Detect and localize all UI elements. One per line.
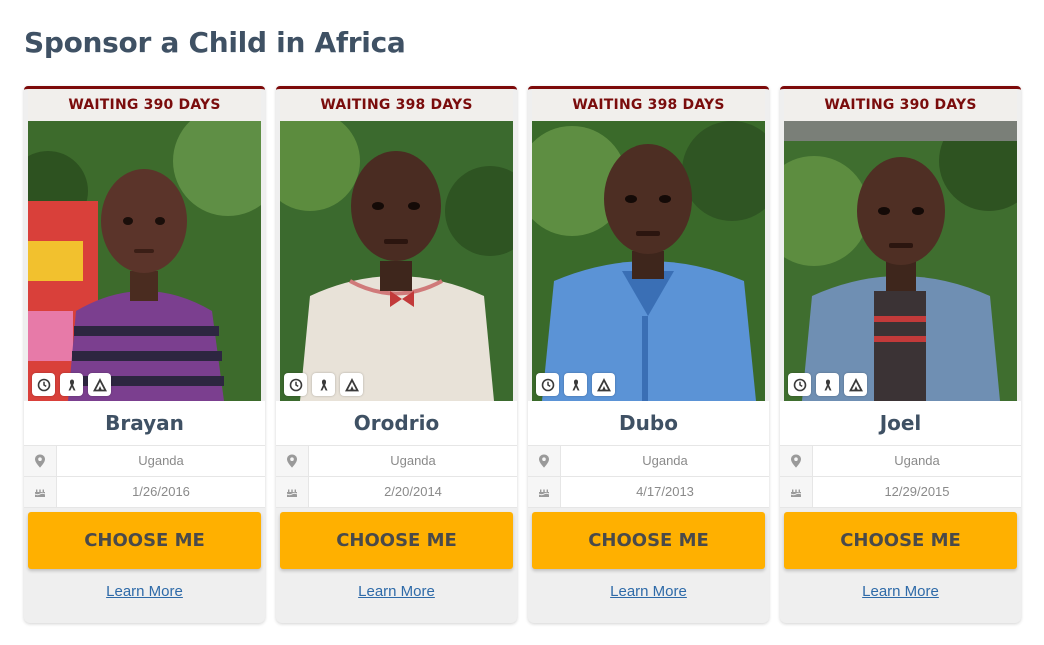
choose-me-button[interactable]: CHOOSE ME <box>28 512 261 569</box>
page-title: Sponsor a Child in Africa <box>24 26 406 59</box>
ribbon-icon <box>312 373 335 396</box>
choose-me-button[interactable]: CHOOSE ME <box>280 512 513 569</box>
choose-me-button[interactable]: CHOOSE ME <box>532 512 765 569</box>
child-portrait-image <box>784 121 1017 401</box>
child-card: WAITING 390 DAYS <box>780 86 1021 623</box>
clock-icon <box>32 373 55 396</box>
child-name: Dubo <box>528 401 769 446</box>
learn-more-link[interactable]: Learn More <box>106 583 183 600</box>
tent-icon <box>340 373 363 396</box>
waiting-days-label: WAITING 398 DAYS <box>280 89 513 121</box>
child-card: WAITING 390 DAYS <box>24 86 265 623</box>
child-birthdate: 2/20/2014 <box>384 484 442 499</box>
birthday-cake-icon <box>24 477 57 507</box>
location-row: Uganda <box>276 446 517 477</box>
tent-icon <box>844 373 867 396</box>
clock-icon <box>788 373 811 396</box>
child-photo[interactable] <box>532 121 765 401</box>
child-portrait-image <box>532 121 765 401</box>
birthdate-row: 2/20/2014 <box>276 477 517 508</box>
child-country: Uganda <box>894 453 940 468</box>
child-info: Dubo Uganda 4/17/2013 <box>528 401 769 508</box>
choose-me-button[interactable]: CHOOSE ME <box>784 512 1017 569</box>
child-info: Orodrio Uganda 2/20/2014 <box>276 401 517 508</box>
map-pin-icon <box>24 446 57 476</box>
child-country: Uganda <box>138 453 184 468</box>
status-badges <box>536 373 615 396</box>
waiting-days-label: WAITING 390 DAYS <box>784 89 1017 121</box>
status-badges <box>32 373 111 396</box>
child-card: WAITING 398 DAYS Orodrio <box>276 86 517 623</box>
child-country: Uganda <box>390 453 436 468</box>
map-pin-icon <box>276 446 309 476</box>
child-cards: WAITING 390 DAYS <box>24 86 1021 623</box>
tent-icon <box>592 373 615 396</box>
child-info: Brayan Uganda 1/26/2016 <box>24 401 265 508</box>
child-birthdate: 12/29/2015 <box>884 484 950 499</box>
map-pin-icon <box>528 446 561 476</box>
child-card: WAITING 398 DAYS Dubo <box>528 86 769 623</box>
ribbon-icon <box>564 373 587 396</box>
birthday-cake-icon <box>276 477 309 507</box>
learn-more-link[interactable]: Learn More <box>610 583 687 600</box>
clock-icon <box>284 373 307 396</box>
tent-icon <box>88 373 111 396</box>
child-birthdate: 1/26/2016 <box>132 484 190 499</box>
location-row: Uganda <box>24 446 265 477</box>
learn-more-link[interactable]: Learn More <box>862 583 939 600</box>
location-row: Uganda <box>780 446 1021 477</box>
map-pin-icon <box>780 446 813 476</box>
child-info: Joel Uganda 12/29/2015 <box>780 401 1021 508</box>
child-photo[interactable] <box>280 121 513 401</box>
learn-more-link[interactable]: Learn More <box>358 583 435 600</box>
status-badges <box>788 373 867 396</box>
ribbon-icon <box>60 373 83 396</box>
waiting-days-label: WAITING 390 DAYS <box>28 89 261 121</box>
child-photo[interactable] <box>784 121 1017 401</box>
birthday-cake-icon <box>780 477 813 507</box>
child-name: Joel <box>780 401 1021 446</box>
birthdate-row: 4/17/2013 <box>528 477 769 508</box>
status-badges <box>284 373 363 396</box>
child-birthdate: 4/17/2013 <box>636 484 694 499</box>
location-row: Uganda <box>528 446 769 477</box>
child-photo[interactable] <box>28 121 261 401</box>
birthdate-row: 1/26/2016 <box>24 477 265 508</box>
child-portrait-image <box>280 121 513 401</box>
child-name: Brayan <box>24 401 265 446</box>
birthdate-row: 12/29/2015 <box>780 477 1021 508</box>
child-country: Uganda <box>642 453 688 468</box>
ribbon-icon <box>816 373 839 396</box>
waiting-days-label: WAITING 398 DAYS <box>532 89 765 121</box>
child-portrait-image <box>28 121 261 401</box>
child-name: Orodrio <box>276 401 517 446</box>
clock-icon <box>536 373 559 396</box>
birthday-cake-icon <box>528 477 561 507</box>
